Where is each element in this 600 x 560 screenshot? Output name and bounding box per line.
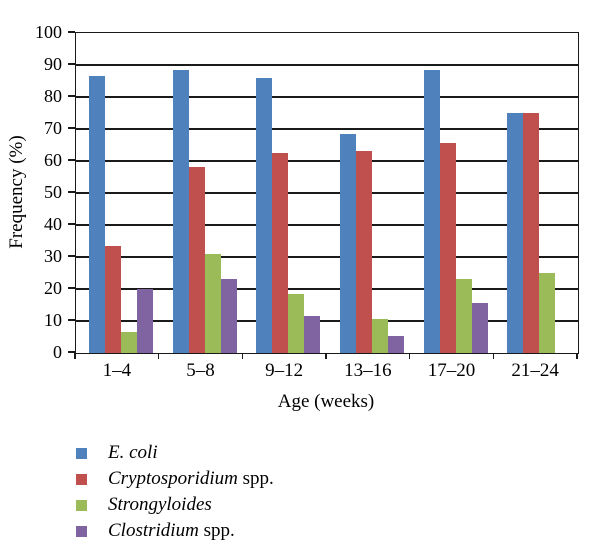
bar-clostridium-spp--1–4 bbox=[136, 289, 153, 353]
y-tick-mark-80 bbox=[68, 95, 75, 97]
bar-cryptosporidium-spp--5–8 bbox=[188, 167, 205, 353]
legend-label-clostridium: Clostridium spp. bbox=[108, 520, 235, 541]
legend-item-ecoli: E. coli bbox=[76, 440, 274, 466]
x-tick-mark-1 bbox=[157, 353, 160, 360]
bar-e-coli-9–12 bbox=[256, 77, 273, 353]
y-tick-mark-20 bbox=[68, 287, 75, 289]
legend-swatch-cryptosporidium bbox=[76, 473, 87, 485]
y-tick-mark-90 bbox=[68, 63, 75, 65]
legend: E. coli Cryptosporidium spp. Strongyloid… bbox=[76, 440, 274, 544]
x-tick-mark-4 bbox=[408, 353, 411, 360]
bar-clostridium-spp--5–8 bbox=[220, 279, 237, 353]
bar-cryptosporidium-spp--9–12 bbox=[272, 153, 289, 353]
y-tick-mark-50 bbox=[68, 191, 75, 193]
gridline-90 bbox=[76, 64, 578, 66]
y-tick-label-0: 0 bbox=[53, 342, 62, 362]
bar-cryptosporidium-spp--13–16 bbox=[355, 151, 372, 353]
plot-area bbox=[75, 32, 579, 354]
legend-swatch-clostridium bbox=[76, 525, 87, 537]
gridline-40 bbox=[76, 224, 578, 226]
y-tick-mark-60 bbox=[68, 159, 75, 161]
gridline-10 bbox=[76, 320, 578, 322]
bar-strongyloides-13–16 bbox=[371, 319, 388, 353]
legend-swatch-ecoli bbox=[76, 447, 87, 459]
y-tick-mark-30 bbox=[68, 255, 75, 257]
x-tick-label-21–24: 21–24 bbox=[511, 360, 559, 381]
gridline-60 bbox=[76, 160, 578, 162]
gridline-50 bbox=[76, 192, 578, 194]
x-tick-label-13–16: 13–16 bbox=[344, 360, 392, 381]
x-tick-mark-5 bbox=[492, 353, 495, 360]
x-tick-mark-3 bbox=[325, 353, 327, 360]
y-tick-label-50: 50 bbox=[44, 182, 62, 202]
y-tick-label-60: 60 bbox=[44, 150, 62, 170]
legend-item-strongyloides: Strongyloides bbox=[76, 492, 274, 518]
bar-e-coli-17–20 bbox=[423, 69, 440, 353]
bar-strongyloides-9–12 bbox=[288, 293, 305, 353]
y-tick-label-20: 20 bbox=[44, 278, 62, 298]
bar-strongyloides-21–24 bbox=[539, 273, 556, 353]
gridline-30 bbox=[76, 256, 578, 258]
y-tick-label-90: 90 bbox=[44, 54, 62, 74]
y-tick-mark-0 bbox=[68, 351, 75, 353]
y-tick-mark-70 bbox=[68, 127, 75, 129]
bar-e-coli-5–8 bbox=[172, 69, 189, 353]
x-tick-mark-2 bbox=[241, 353, 244, 360]
y-tick-mark-100 bbox=[68, 31, 75, 33]
y-tick-label-10: 10 bbox=[44, 310, 62, 330]
x-tick-label-17–20: 17–20 bbox=[427, 360, 476, 381]
y-tick-label-80: 80 bbox=[44, 86, 62, 106]
legend-item-cryptosporidium: Cryptosporidium spp. bbox=[76, 466, 274, 492]
y-tick-label-40: 40 bbox=[44, 214, 62, 234]
legend-label-cryptosporidium: Cryptosporidium spp. bbox=[108, 468, 274, 489]
y-tick-label-100: 100 bbox=[35, 22, 62, 42]
y-tick-mark-40 bbox=[68, 223, 75, 225]
bar-cryptosporidium-spp--17–20 bbox=[439, 143, 456, 353]
legend-label-ecoli: E. coli bbox=[108, 442, 158, 463]
x-axis-title: Age (weeks) bbox=[277, 391, 375, 412]
x-tick-label-9–12: 9–12 bbox=[265, 360, 304, 381]
x-tick-mark-0 bbox=[74, 353, 76, 360]
gridline-80 bbox=[76, 96, 578, 98]
bar-e-coli-21–24 bbox=[507, 113, 524, 353]
y-tick-mark-10 bbox=[68, 319, 75, 321]
legend-swatch-strongyloides bbox=[76, 499, 87, 511]
bar-cryptosporidium-spp--1–4 bbox=[104, 246, 121, 353]
legend-item-clostridium: Clostridium spp. bbox=[76, 518, 274, 544]
bar-clostridium-spp--13–16 bbox=[387, 336, 404, 353]
gridline-20 bbox=[76, 288, 578, 290]
y-tick-label-30: 30 bbox=[44, 246, 62, 266]
x-tick-label-5–8: 5–8 bbox=[186, 360, 215, 381]
bar-e-coli-1–4 bbox=[88, 75, 105, 353]
bar-strongyloides-5–8 bbox=[204, 253, 221, 353]
bar-clostridium-spp--17–20 bbox=[471, 303, 488, 353]
legend-label-strongyloides: Strongyloides bbox=[108, 494, 212, 515]
y-tick-label-70: 70 bbox=[44, 118, 62, 138]
x-tick-mark-6 bbox=[576, 353, 578, 360]
gridline-70 bbox=[76, 128, 578, 130]
bar-clostridium-spp--9–12 bbox=[304, 316, 321, 353]
bar-e-coli-13–16 bbox=[339, 133, 356, 353]
bar-strongyloides-17–20 bbox=[455, 279, 472, 353]
x-tick-label-1–4: 1–4 bbox=[102, 360, 132, 381]
bar-strongyloides-1–4 bbox=[120, 331, 137, 353]
bar-cryptosporidium-spp--21–24 bbox=[523, 113, 540, 353]
